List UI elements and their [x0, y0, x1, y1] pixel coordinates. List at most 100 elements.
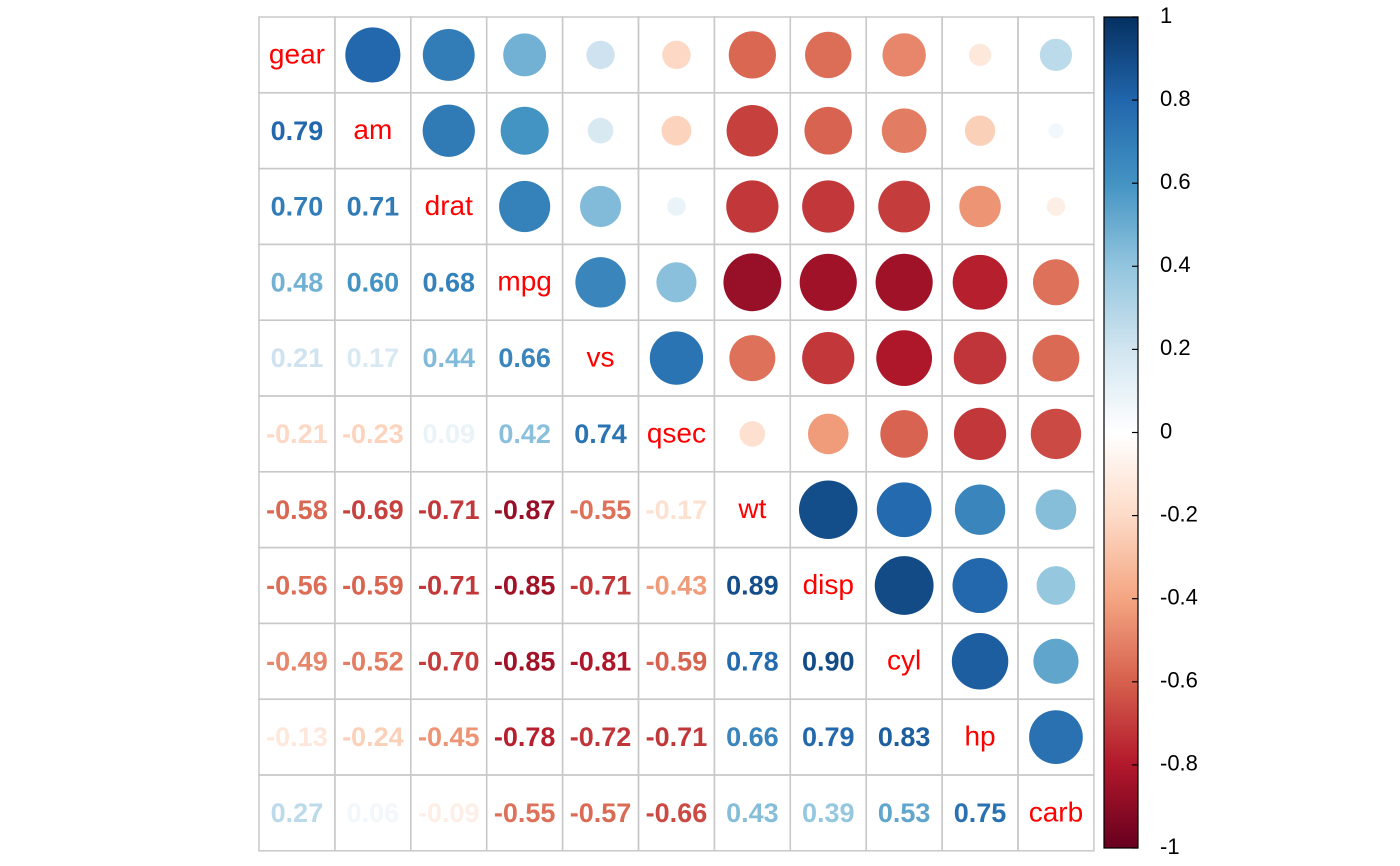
- matrix-cell: [941, 622, 1019, 700]
- matrix-cell: 0.66: [485, 319, 564, 397]
- matrix-cell: [789, 395, 867, 473]
- correlation-circle: [575, 257, 626, 308]
- correlation-circle: [964, 115, 996, 146]
- correlation-circle: [649, 331, 704, 385]
- cell-border: [1017, 774, 1095, 852]
- correlation-circle: [1036, 566, 1076, 605]
- correlation-value: 0.66: [498, 343, 551, 373]
- variable-label: cyl: [887, 645, 921, 676]
- correlation-circle: [661, 115, 692, 146]
- matrix-cell: [1017, 395, 1095, 473]
- correlation-circle: [499, 180, 551, 233]
- correlation-circle: [726, 180, 779, 233]
- matrix-cell: 0.21: [258, 319, 336, 397]
- correlation-value: 0.53: [878, 798, 931, 828]
- matrix-cell: [865, 395, 943, 473]
- colorbar-tick-label: -0.4: [1160, 585, 1198, 610]
- correlation-value: -0.69: [342, 495, 404, 525]
- matrix-cell: [485, 16, 564, 94]
- matrix-cell: [1017, 319, 1095, 397]
- correlation-value: -0.21: [266, 419, 328, 449]
- matrix-cell: [865, 243, 943, 321]
- matrix-cell: 0.60: [334, 243, 412, 321]
- correlation-value: 0.43: [726, 798, 779, 828]
- matrix-cell: [1017, 243, 1095, 321]
- correlation-value: 0.75: [954, 798, 1007, 828]
- correlation-value: -0.52: [342, 646, 404, 676]
- matrix-cell: 0.74: [561, 395, 640, 473]
- correlation-circle: [1048, 123, 1064, 139]
- variable-label: vs: [587, 341, 615, 372]
- matrix-cell: -0.85: [485, 622, 564, 700]
- matrix-cell: 0.71: [334, 167, 412, 246]
- matrix-cell: [561, 16, 640, 94]
- colorbar-tick-label: -1: [1160, 834, 1180, 859]
- matrix-cell: vs: [561, 319, 640, 397]
- correlation-circle: [656, 262, 697, 303]
- colorbar-tick-label: 0.2: [1160, 335, 1191, 360]
- matrix-cell: -0.71: [561, 546, 640, 625]
- correlation-circle: [968, 43, 992, 67]
- correlation-value: -0.85: [494, 646, 556, 676]
- matrix-cell: -0.49: [258, 622, 336, 700]
- variable-label: gear: [269, 38, 325, 69]
- correlation-circle: [874, 556, 934, 615]
- matrix-cell: -0.55: [485, 774, 564, 852]
- correlation-value: 0.06: [347, 798, 400, 828]
- matrix-cell: -0.52: [334, 622, 412, 700]
- correlation-value: 0.17: [347, 343, 400, 373]
- matrix-cell: [561, 167, 640, 246]
- matrix-cell: cyl: [865, 622, 943, 700]
- correlation-value: -0.24: [342, 722, 404, 752]
- colorbar-tick-label: 0.6: [1160, 169, 1191, 194]
- correlation-circle: [1029, 710, 1083, 764]
- matrix-cell: [713, 395, 792, 473]
- correlation-value: -0.43: [646, 571, 708, 601]
- matrix-cell: -0.09: [410, 774, 488, 852]
- correlation-circle: [729, 335, 776, 382]
- matrix-cell: 0.90: [789, 622, 867, 700]
- variable-label: mpg: [497, 266, 551, 297]
- matrix-cell: [865, 471, 943, 549]
- correlation-value: -0.72: [570, 722, 632, 752]
- matrix-cell: 0.48: [258, 243, 336, 321]
- correlation-value: -0.13: [266, 722, 328, 752]
- matrix-cell: 0.06: [334, 774, 412, 852]
- matrix-cell: -0.56: [258, 546, 336, 625]
- matrix-cell: [941, 16, 1019, 94]
- matrix-cell: 0.75: [941, 774, 1019, 852]
- correlation-circle: [500, 106, 549, 155]
- correlation-circle: [1032, 259, 1079, 306]
- correlation-circle: [799, 253, 857, 311]
- colorbar-tick-label: 0.8: [1160, 86, 1191, 111]
- colorbar-tick-label: 1: [1160, 3, 1172, 28]
- matrix-cell: -0.70: [410, 622, 488, 700]
- matrix-cell: 0.43: [713, 774, 792, 852]
- matrix-cell: [637, 243, 716, 321]
- correlation-circle: [739, 421, 766, 447]
- correlation-circle: [723, 253, 782, 312]
- colorbar-tick-label: -0.6: [1160, 668, 1198, 693]
- correlation-value: 0.44: [422, 343, 475, 373]
- matrix-cell: [941, 167, 1019, 246]
- correlation-circle: [587, 117, 614, 144]
- matrix-cell: [637, 16, 716, 94]
- correlation-value: -0.56: [266, 571, 328, 601]
- correlation-circle: [1035, 489, 1077, 531]
- correlation-circle: [951, 633, 1009, 690]
- matrix-cell: [485, 167, 564, 246]
- variable-label: disp: [803, 569, 854, 600]
- matrix-cell: [941, 546, 1019, 625]
- colorbar: 1 0.8 0.6 0.4 0.2 0 -0.2 -0.4 -0.6 -0.8 -1: [1103, 3, 1198, 859]
- matrix-cell: 0.79: [258, 92, 336, 170]
- matrix-cell: [561, 243, 640, 321]
- matrix-cell: 0.79: [789, 698, 867, 776]
- matrix-cell: [334, 16, 412, 94]
- correlation-circle: [728, 31, 776, 79]
- correlation-value: 0.71: [347, 192, 400, 222]
- matrix-cell: 0.89: [713, 546, 792, 625]
- matrix-cell: [789, 471, 867, 549]
- matrix-cell: mpg: [485, 243, 564, 321]
- matrix-cell: 0.17: [334, 319, 412, 397]
